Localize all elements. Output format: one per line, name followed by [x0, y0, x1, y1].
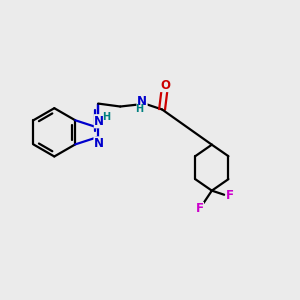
Text: N: N	[137, 95, 147, 108]
Text: F: F	[196, 202, 203, 215]
Text: H: H	[102, 112, 110, 122]
Text: N: N	[94, 115, 104, 128]
Text: O: O	[160, 79, 170, 92]
Text: F: F	[226, 189, 234, 202]
Text: N: N	[94, 137, 104, 150]
Text: H: H	[135, 104, 143, 114]
